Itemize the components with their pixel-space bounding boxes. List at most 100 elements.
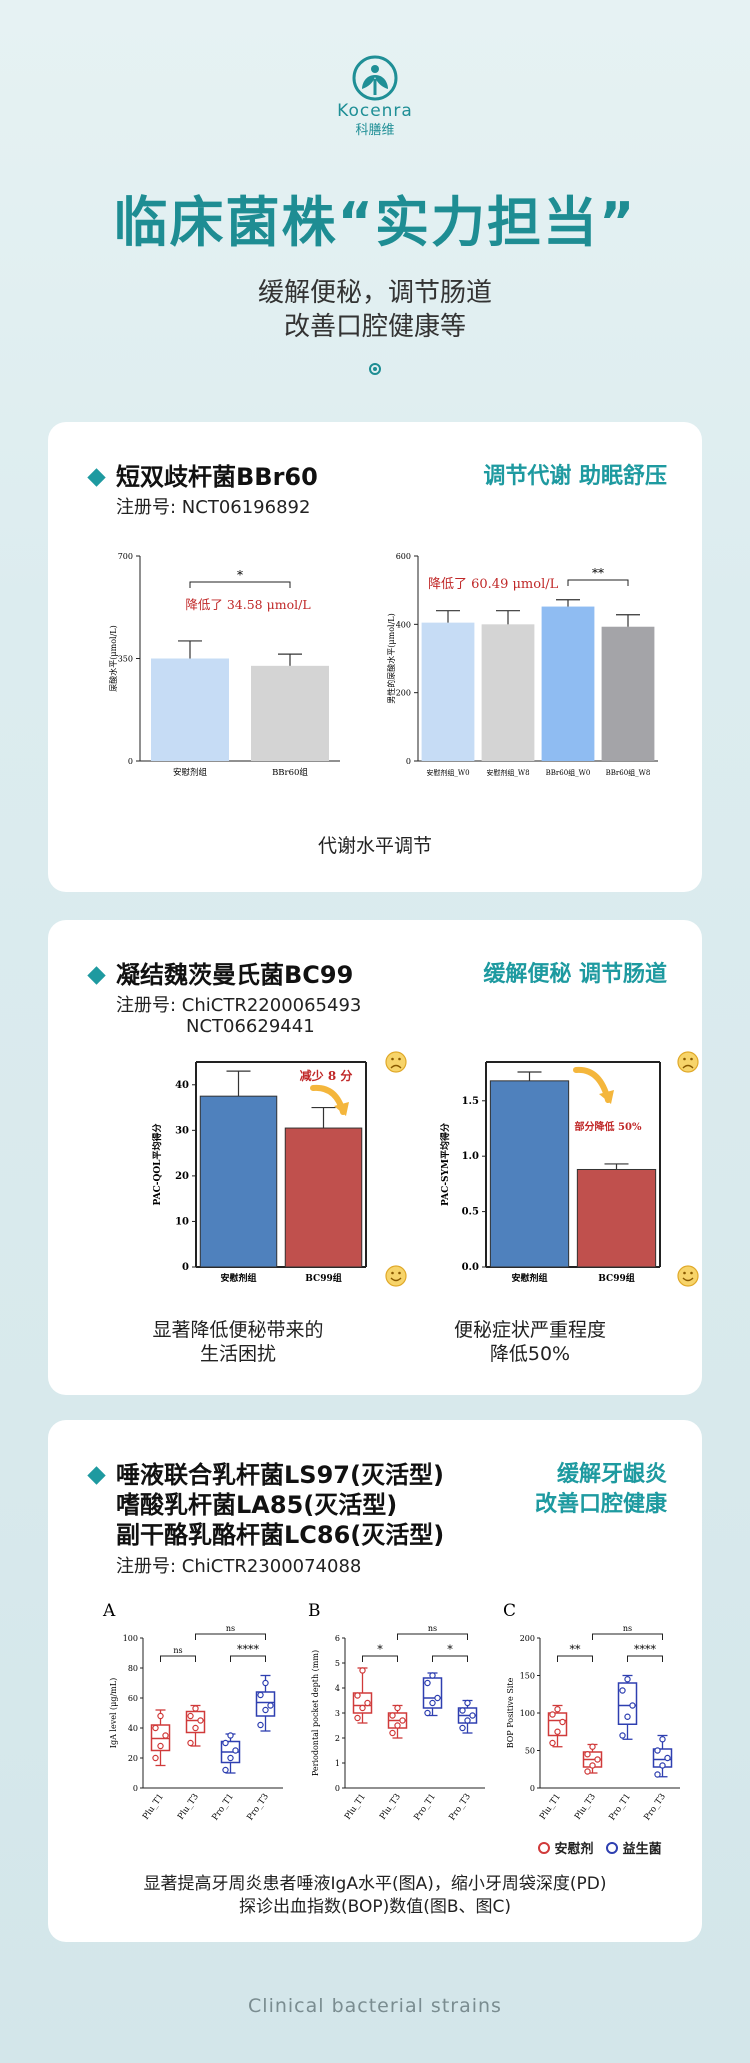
y-tick-label: 40 bbox=[128, 1724, 138, 1733]
data-point bbox=[559, 1718, 566, 1726]
x-tick-label: Plu_T3 bbox=[573, 1792, 598, 1822]
x-tick-label: Pro_T3 bbox=[245, 1792, 271, 1823]
y-axis-label: IgA level (μg/mL) bbox=[109, 1678, 118, 1748]
happy-face-icon-eye bbox=[398, 1271, 401, 1275]
brand-logo: Kocenra 科膳维 bbox=[335, 55, 415, 145]
y-tick-label: 0.0 bbox=[462, 1262, 479, 1273]
data-point bbox=[262, 1679, 269, 1687]
y-tick-label: 0 bbox=[406, 757, 411, 766]
y-axis-label: 尿酸水平(μmol/L) bbox=[108, 625, 118, 691]
y-tick-label: 0 bbox=[182, 1262, 189, 1273]
data-point bbox=[624, 1713, 631, 1720]
data-point bbox=[549, 1739, 556, 1747]
significance-label: ns bbox=[623, 1624, 632, 1633]
registration-number: 注册号: ChiCTR2300074088 bbox=[116, 1556, 362, 1577]
strain-name-3: 副干酪乳酪杆菌LC86(灭活型) bbox=[116, 1521, 445, 1549]
bar bbox=[541, 606, 595, 761]
sad-face-icon-eye bbox=[690, 1057, 693, 1061]
registration-number: 注册号: ChiCTR2200065493 bbox=[116, 995, 362, 1016]
significance-label: * bbox=[447, 1643, 453, 1656]
box bbox=[547, 1712, 568, 1737]
significance-label: * bbox=[237, 568, 243, 582]
data-point bbox=[594, 1756, 601, 1763]
data-point bbox=[157, 1742, 164, 1750]
y-tick-label: 60 bbox=[128, 1694, 138, 1703]
bar bbox=[576, 1168, 657, 1268]
significance-label: ns bbox=[173, 1646, 182, 1655]
brand-name-en: Kocenra bbox=[337, 101, 413, 121]
bar bbox=[199, 1095, 278, 1268]
x-tick-label: Pro_T3 bbox=[447, 1792, 473, 1823]
chart-caption-1: 显著提高牙周炎患者唾液IgA水平(图A)，缩小牙周袋深度(PD) bbox=[143, 1874, 607, 1894]
chart-caption-right-2: 降低50% bbox=[489, 1343, 571, 1365]
bar bbox=[601, 626, 655, 761]
data-point bbox=[267, 1702, 274, 1709]
happy-face-icon bbox=[385, 1265, 407, 1287]
diamond-bullet-icon bbox=[87, 966, 106, 985]
data-point bbox=[429, 1699, 436, 1707]
data-point bbox=[589, 1762, 596, 1769]
y-tick-label: 0 bbox=[128, 757, 133, 766]
y-tick-label: 1 bbox=[335, 1759, 340, 1768]
x-tick-label: 安慰剂组 bbox=[511, 1272, 547, 1284]
significance-bracket bbox=[557, 1655, 593, 1662]
card-oral-strains: 唾液联合乳杆菌LS97(灭活型) 嗜酸乳杆菌LA85(灭活型) 副干酪乳酪杆菌L… bbox=[48, 1420, 702, 1942]
x-tick-label: BBr60组_W8 bbox=[606, 768, 651, 777]
y-tick-label: 200 bbox=[520, 1634, 535, 1643]
card-bc99: 凝结魏茨曼氏菌BC99 注册号: ChiCTR2200065493 NCT066… bbox=[48, 920, 702, 1395]
x-tick-label: Plu_T3 bbox=[378, 1792, 403, 1822]
data-point bbox=[624, 1676, 631, 1683]
x-tick-label: Pro_T1 bbox=[210, 1792, 236, 1823]
data-point bbox=[589, 1743, 596, 1750]
y-tick-label: 10 bbox=[175, 1216, 189, 1227]
y-tick-label: 600 bbox=[396, 552, 411, 561]
location-dot-icon bbox=[369, 363, 381, 375]
data-point bbox=[429, 1672, 436, 1679]
data-point bbox=[619, 1732, 626, 1739]
data-point bbox=[359, 1704, 366, 1712]
diamond-bullet-icon bbox=[87, 1466, 106, 1485]
data-point bbox=[464, 1699, 471, 1707]
data-point bbox=[399, 1717, 406, 1724]
significance-label: **** bbox=[237, 1643, 260, 1656]
y-tick-label: 4 bbox=[335, 1684, 340, 1693]
significance-label: * bbox=[377, 1643, 383, 1656]
data-point bbox=[549, 1711, 556, 1718]
data-point bbox=[394, 1722, 401, 1729]
data-point bbox=[554, 1706, 561, 1713]
footer-text: Clinical bacterial strains bbox=[248, 1995, 502, 2017]
y-axis-label: Periodontal pocket depth (mm) bbox=[311, 1650, 320, 1776]
y-tick-label: 3 bbox=[335, 1709, 340, 1718]
x-tick-label: Plu_T3 bbox=[176, 1792, 201, 1822]
y-tick-label: 0 bbox=[133, 1784, 138, 1793]
data-point bbox=[389, 1729, 396, 1737]
sad-face-icon-eye bbox=[391, 1057, 394, 1061]
benefit-tag-2: 改善口腔健康 bbox=[534, 1492, 667, 1517]
significance-label: ** bbox=[592, 566, 604, 580]
benefit-tag-1: 缓解牙龈炎 bbox=[556, 1462, 667, 1487]
legend-probiotic-icon bbox=[606, 1842, 619, 1854]
legend-placebo-label: 安慰剂 bbox=[554, 1842, 594, 1857]
chart-caption-right-1: 便秘症状严重程度 bbox=[453, 1319, 606, 1341]
annotation-reduction: 降低了 60.49 μmol/L bbox=[428, 577, 559, 592]
data-point bbox=[664, 1754, 671, 1762]
data-point bbox=[654, 1747, 661, 1754]
y-tick-label: 400 bbox=[396, 620, 411, 629]
legend-probiotic-label: 益生菌 bbox=[622, 1842, 662, 1857]
y-tick-label: 100 bbox=[520, 1709, 535, 1718]
data-point bbox=[262, 1706, 269, 1714]
significance-label: ** bbox=[570, 1643, 582, 1656]
data-point bbox=[659, 1736, 666, 1743]
y-tick-label: 0 bbox=[530, 1784, 535, 1793]
significance-bracket bbox=[195, 1633, 266, 1640]
panel-label: B bbox=[308, 1601, 321, 1621]
legend-placebo-icon bbox=[538, 1842, 550, 1854]
subtitle-line-2: 改善口腔健康等 bbox=[283, 312, 466, 342]
data-point bbox=[152, 1724, 159, 1732]
y-tick-label: 350 bbox=[118, 655, 133, 664]
data-point bbox=[187, 1712, 194, 1720]
x-tick-label: Pro_T1 bbox=[412, 1792, 438, 1823]
data-point bbox=[364, 1699, 371, 1707]
